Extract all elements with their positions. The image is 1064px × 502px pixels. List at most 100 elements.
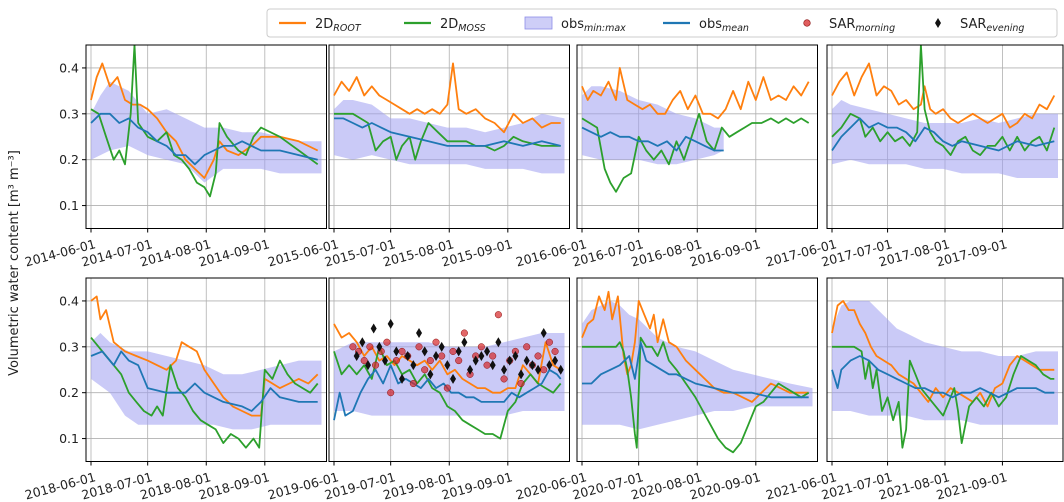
sar-morning-point: [398, 347, 406, 355]
legend-label: SARevening: [960, 17, 1024, 34]
legend-label: SARmorning: [829, 17, 895, 34]
sar-morning-point: [387, 389, 395, 397]
sar-evening-point: [387, 318, 394, 329]
root-series-line: [581, 67, 810, 120]
y-tick-label: 0.1: [59, 198, 79, 213]
sar-evening-point: [535, 364, 542, 375]
sar-evening-point: [353, 350, 360, 361]
sar-morning-point: [540, 366, 548, 374]
sar-morning-point: [517, 379, 525, 388]
sar-evening-point: [489, 360, 496, 371]
panel-2014: 0.1 0.2 0.3 0.4 2014-06-012014-07-012014-08-…: [23, 44, 327, 269]
sar-morning-point: [483, 361, 491, 369]
root-series-line: [90, 295, 319, 417]
moss-series-line: [581, 112, 810, 193]
legend-item-obsrange: obsmin:max: [524, 16, 626, 34]
sar-evening-point: [501, 364, 508, 375]
legend-item-moss: 2DMOSS: [404, 17, 486, 34]
y-tick-label: 0.2: [59, 152, 79, 167]
sar-evening-point: [495, 337, 502, 348]
sar-morning-point: [494, 311, 502, 319]
sar-evening-point: [444, 360, 451, 371]
sar-morning-point: [415, 343, 423, 351]
sar-evening-point: [461, 337, 468, 348]
sar-evening-point: [376, 341, 383, 352]
sar-evening-point: [540, 328, 547, 339]
moss-series-line: [832, 345, 1055, 449]
moss-series-line: [90, 337, 319, 449]
obs-mean-line: [90, 350, 318, 412]
sar-morning-point: [409, 379, 417, 388]
moss-series-line: [334, 112, 561, 161]
sar-morning-point: [449, 347, 457, 355]
sar-morning-point: [500, 375, 508, 383]
panel-plot: [90, 295, 322, 449]
sar-evening-point: [433, 350, 440, 361]
sar-evening-point: [529, 360, 536, 371]
sar-evening-point: [416, 328, 423, 339]
sar-morning-point: [426, 357, 434, 365]
sar-evening-point: [518, 369, 525, 380]
sar-evening-point: [359, 337, 366, 348]
sar-evening-point: [404, 350, 411, 361]
moss-series-line: [831, 45, 1056, 157]
sar-morning-point: [534, 352, 542, 360]
sar-evening-point: [512, 350, 519, 361]
root-series-line: [581, 290, 809, 403]
obs-range-band: [91, 81, 322, 183]
panel-plot: [831, 45, 1058, 178]
sar-morning-point: [432, 338, 440, 346]
obs-mean-line: [90, 112, 318, 166]
root-series-line: [831, 62, 1056, 129]
root-series-line: [333, 62, 561, 134]
sar-evening-point: [393, 346, 400, 357]
sar-morning-point: [360, 357, 368, 365]
legend-swatch: [935, 18, 941, 28]
y-tick-label: 0.3: [59, 339, 79, 354]
legend-item-obsmean: obsmean: [663, 17, 749, 34]
y-tick-label: 0.4: [59, 293, 79, 308]
y-axis-label: Volumetric water content [m³ m⁻³]: [7, 150, 22, 376]
legend-frame: [266, 8, 1058, 38]
sar-evening-point: [506, 355, 513, 366]
sar-morning-point: [349, 343, 357, 351]
panel-plot: [831, 299, 1058, 449]
legend-item-sarm: SARmorning: [803, 17, 895, 34]
sar-morning-point: [455, 357, 463, 365]
y-tick-label: 0.1: [59, 431, 79, 446]
sar-morning-point: [438, 352, 446, 360]
panel-plot: [333, 62, 565, 174]
sar-evening-point: [557, 364, 564, 375]
sar-evening-point: [472, 355, 479, 366]
sar-evening-point: [410, 360, 417, 371]
obs-range-band: [334, 100, 565, 174]
panel-plot: [333, 311, 565, 440]
y-tick-label: 0.4: [59, 60, 79, 75]
legend: 2DROOT 2DMOSS obsmin:max obsmean SARmorning S…: [266, 8, 1058, 38]
sar-evening-point: [421, 346, 428, 357]
obs-mean-line: [582, 341, 809, 399]
obs-mean-line: [581, 126, 724, 152]
sar-morning-point: [460, 329, 468, 337]
y-tick-label: 0.3: [59, 106, 79, 121]
sar-morning-point: [545, 338, 553, 346]
legend-label: obsmean: [699, 17, 749, 34]
y-tick-label: 0.2: [59, 385, 79, 400]
root-series-line: [831, 299, 1055, 408]
sar-evening-point: [365, 360, 372, 371]
sar-evening-point: [478, 350, 485, 361]
obs-mean-line: [831, 117, 1055, 152]
sar-morning-point: [477, 343, 485, 351]
sar-morning-point: [392, 357, 400, 365]
sar-morning-point: [551, 347, 559, 355]
obs-range-band: [91, 333, 322, 430]
